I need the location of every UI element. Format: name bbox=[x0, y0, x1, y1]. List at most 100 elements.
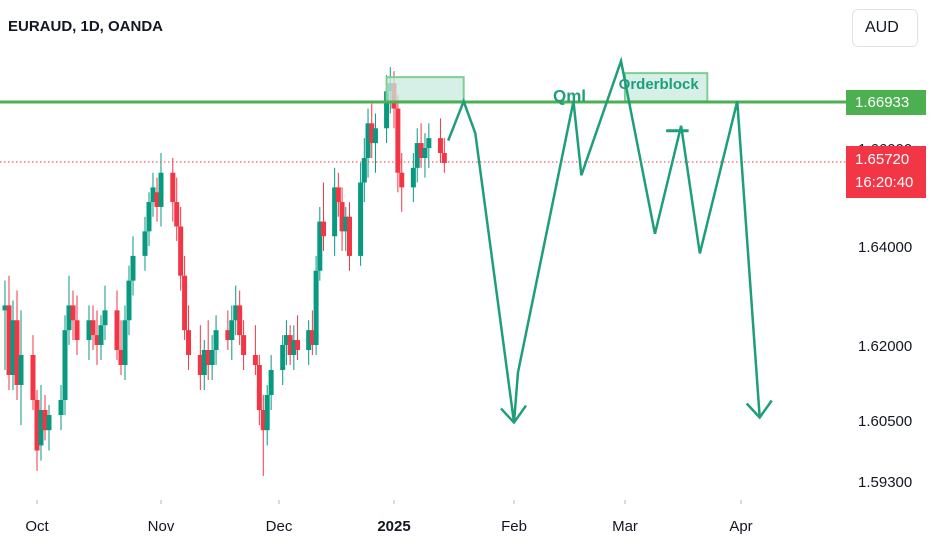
candle bbox=[343, 206, 349, 251]
candle bbox=[256, 355, 262, 426]
candle-body bbox=[426, 138, 432, 148]
candle-body bbox=[90, 320, 96, 336]
candle-body bbox=[410, 167, 416, 188]
orderblock-label: Orderblock bbox=[619, 76, 700, 93]
candle-body bbox=[74, 320, 80, 341]
candle-body bbox=[201, 350, 207, 375]
candle bbox=[283, 320, 289, 365]
time-tick-label: Apr bbox=[729, 518, 752, 535]
candle bbox=[142, 216, 148, 271]
candle bbox=[306, 320, 312, 365]
candle bbox=[201, 340, 207, 390]
candle-body bbox=[335, 187, 341, 203]
candle-body bbox=[361, 158, 367, 183]
candle bbox=[268, 355, 274, 410]
candle-body bbox=[18, 355, 24, 385]
candle-body bbox=[241, 335, 247, 355]
time-tick-label: Feb bbox=[501, 518, 527, 535]
candle-body bbox=[233, 305, 239, 321]
candle-body bbox=[158, 172, 164, 207]
candle-body bbox=[346, 216, 352, 256]
candle bbox=[321, 182, 327, 251]
candle-body bbox=[94, 335, 100, 345]
candle bbox=[422, 133, 428, 178]
candle bbox=[118, 320, 124, 375]
candle bbox=[205, 320, 211, 380]
candle bbox=[369, 103, 375, 158]
candle-body bbox=[62, 330, 68, 400]
candle-body bbox=[118, 350, 124, 365]
candle bbox=[197, 325, 203, 390]
candle bbox=[346, 202, 352, 271]
candle-body bbox=[414, 143, 420, 168]
candle bbox=[186, 305, 192, 370]
candle-body bbox=[213, 330, 219, 350]
candle-body bbox=[321, 221, 327, 237]
candle bbox=[114, 290, 120, 360]
candle bbox=[317, 206, 323, 281]
candle bbox=[102, 285, 108, 341]
candle-body bbox=[422, 148, 428, 158]
candle-body bbox=[58, 400, 64, 415]
symbol-title[interactable]: EURAUD, 1D, OANDA bbox=[8, 18, 164, 35]
candle bbox=[437, 118, 443, 163]
order-block-zone bbox=[624, 72, 709, 103]
projection-path bbox=[447, 56, 761, 423]
candle-body bbox=[38, 410, 44, 446]
candle-body bbox=[10, 320, 16, 375]
candle-body bbox=[102, 310, 108, 326]
candle bbox=[395, 95, 401, 193]
price-tick-label: 1.60500 bbox=[858, 413, 912, 430]
candle bbox=[313, 255, 319, 355]
candle-body bbox=[122, 320, 128, 365]
candle-body bbox=[186, 330, 192, 355]
candle-body bbox=[237, 305, 243, 336]
candle bbox=[126, 265, 132, 336]
candle-body bbox=[252, 355, 258, 365]
candle-body bbox=[291, 340, 297, 355]
candle-body bbox=[182, 275, 188, 331]
candle-body bbox=[30, 355, 36, 400]
candle bbox=[98, 315, 104, 360]
level-price-label: 1.66933 bbox=[846, 90, 926, 115]
candle-body bbox=[197, 355, 203, 375]
candle bbox=[74, 295, 80, 355]
time-tick-label: 2025 bbox=[377, 518, 410, 535]
candle bbox=[182, 255, 188, 341]
candle-body bbox=[229, 320, 235, 341]
candle bbox=[94, 310, 100, 365]
currency-selector[interactable]: AUD bbox=[852, 9, 918, 47]
candle bbox=[410, 153, 416, 203]
price-tick-label: 1.59300 bbox=[858, 474, 912, 491]
candle bbox=[237, 290, 243, 345]
price-tick-label: 1.62000 bbox=[858, 338, 912, 355]
candle-body bbox=[313, 270, 319, 345]
candle bbox=[209, 335, 215, 380]
candle bbox=[70, 290, 76, 341]
candle bbox=[130, 236, 136, 296]
candle-body bbox=[280, 345, 286, 370]
candle-body bbox=[306, 330, 312, 350]
candle-body bbox=[14, 320, 20, 385]
last-price-value: 1.65720 bbox=[855, 151, 910, 168]
candle bbox=[178, 206, 184, 291]
candle bbox=[18, 310, 24, 426]
price-tick-label: 1.64000 bbox=[858, 239, 912, 256]
candle-body bbox=[365, 123, 371, 158]
candle-body bbox=[154, 192, 160, 207]
candle bbox=[418, 123, 424, 168]
candle-body bbox=[260, 410, 266, 431]
candle-body bbox=[34, 400, 40, 451]
time-axis[interactable]: Oct Nov Dec 2025 Feb Mar Apr bbox=[25, 500, 753, 535]
candle-body bbox=[86, 320, 92, 341]
candle bbox=[252, 325, 258, 375]
candle-body bbox=[6, 305, 12, 375]
candle-body bbox=[114, 310, 120, 350]
candle-body bbox=[264, 395, 270, 431]
candle-body bbox=[418, 143, 424, 158]
candle bbox=[358, 162, 364, 266]
candle bbox=[158, 153, 164, 227]
candle bbox=[225, 310, 231, 350]
candle-body bbox=[317, 221, 323, 271]
